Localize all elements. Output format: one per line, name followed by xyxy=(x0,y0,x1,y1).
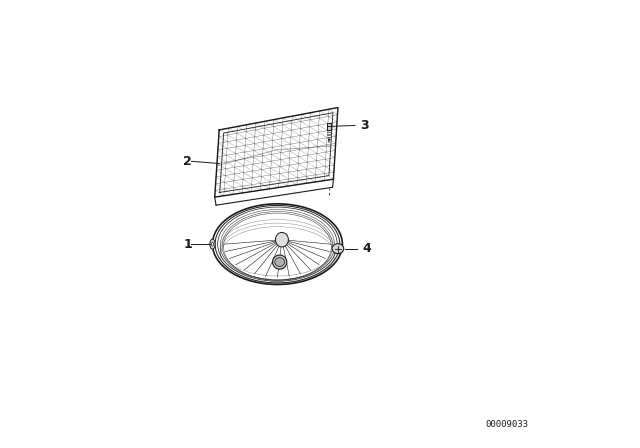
Ellipse shape xyxy=(275,233,289,247)
Ellipse shape xyxy=(210,239,215,249)
Ellipse shape xyxy=(211,242,214,246)
Text: 4: 4 xyxy=(362,242,371,255)
Ellipse shape xyxy=(273,255,287,269)
Ellipse shape xyxy=(332,244,344,254)
Ellipse shape xyxy=(275,258,285,267)
Bar xyxy=(327,123,331,130)
Text: 00009033: 00009033 xyxy=(485,420,529,429)
Text: 3: 3 xyxy=(360,119,369,132)
Text: 2: 2 xyxy=(184,155,192,168)
Text: 1: 1 xyxy=(184,237,192,251)
